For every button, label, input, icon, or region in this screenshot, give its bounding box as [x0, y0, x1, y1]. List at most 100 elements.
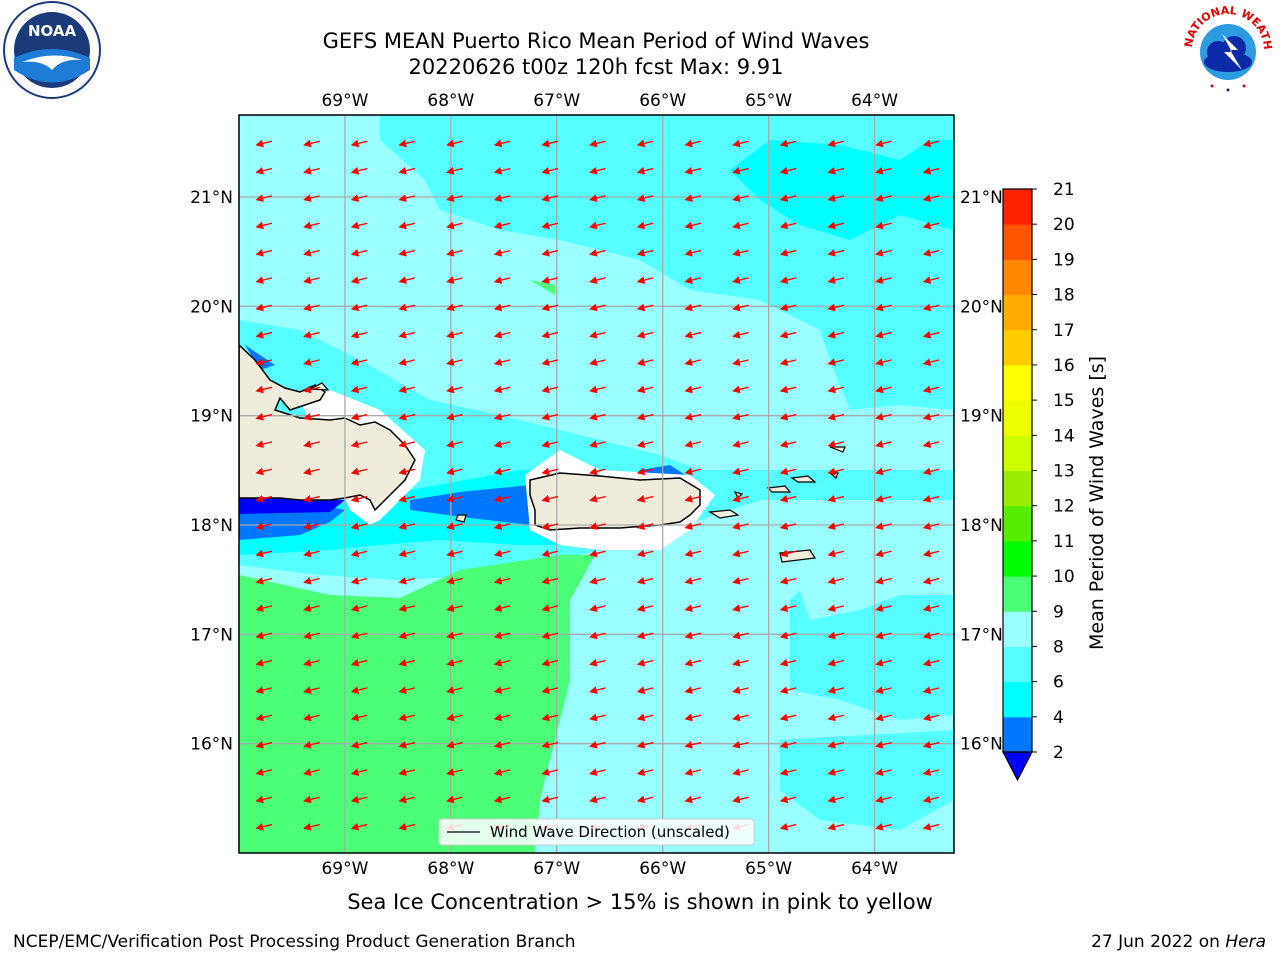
wave-direction-arrow [779, 276, 797, 284]
wave-direction-arrow [398, 440, 416, 448]
wave-direction-arrow [922, 604, 940, 612]
wave-direction-arrow [636, 795, 654, 804]
wave-direction-arrow [636, 604, 654, 612]
wave-direction-arrow [493, 194, 511, 202]
wave-direction-arrow [732, 549, 749, 558]
colorbar-tick-label: 14 [1053, 426, 1075, 446]
wave-direction-arrow [589, 494, 606, 503]
lon-tick-label-top: 69°W [321, 91, 368, 111]
wave-direction-arrow [255, 467, 273, 476]
wave-direction-arrow [827, 686, 845, 694]
wave-direction-arrow [732, 330, 749, 339]
lat-tick-label-right: 21°N [960, 188, 1003, 208]
wave-direction-arrow [636, 194, 654, 202]
wave-direction-arrow [827, 549, 845, 558]
wave-direction-arrow [255, 522, 273, 530]
footer-date: 27 Jun 2022 on Hera [1091, 932, 1266, 952]
wave-direction-arrow [589, 658, 606, 667]
wave-direction-arrow [922, 658, 940, 667]
wave-direction-arrow [350, 194, 368, 202]
wave-direction-arrow [875, 822, 892, 831]
wave-direction-arrow [684, 358, 702, 366]
wave-direction-arrow [779, 795, 797, 804]
wave-direction-arrow [589, 549, 606, 558]
wave-direction-arrow [636, 549, 654, 558]
wave-direction-arrow [636, 740, 654, 749]
wave-direction-arrow [875, 768, 892, 776]
wave-direction-arrow [493, 522, 511, 530]
wave-direction-arrow [589, 467, 606, 476]
wave-direction-arrow [541, 276, 559, 284]
wave-direction-arrow [684, 494, 702, 503]
wave-direction-arrow [779, 440, 797, 448]
wave-direction-arrow [398, 631, 416, 640]
wave-direction-arrow [827, 385, 845, 394]
wave-direction-arrow [684, 467, 702, 476]
wave-direction-arrow [684, 412, 702, 421]
wave-direction-arrow [398, 276, 416, 284]
wave-direction-arrow [350, 522, 368, 530]
wave-direction-arrow [922, 358, 940, 366]
wave-direction-arrow [398, 549, 416, 558]
wave-direction-arrow [303, 139, 320, 148]
wave-direction-arrow [541, 686, 559, 694]
wave-direction-arrow [255, 440, 273, 448]
wave-direction-arrow [303, 576, 320, 585]
colorbar-tick-label: 19 [1053, 250, 1075, 270]
wave-direction-arrow [541, 713, 559, 722]
sea-ice-note: Sea Ice Concentration > 15% is shown in … [347, 890, 933, 914]
wave-direction-arrow [255, 248, 273, 257]
wave-direction-arrow [493, 686, 511, 694]
lat-tick-label-left: 19°N [190, 407, 233, 427]
wave-direction-arrow [922, 768, 940, 776]
wave-direction-arrow [827, 604, 845, 612]
wave-direction-arrow [922, 166, 940, 175]
colorbar-swatch [1003, 576, 1032, 612]
puerto-rico-land [529, 472, 701, 531]
wave-direction-arrow [875, 440, 892, 448]
wave-direction-arrow [732, 768, 749, 776]
noaa-logo-icon: NOAA [2, 0, 102, 100]
wave-direction-arrow [732, 221, 749, 230]
wave-direction-arrow [350, 248, 368, 257]
wave-direction-arrow [779, 221, 797, 230]
wave-direction-arrow [493, 740, 511, 749]
wave-direction-arrow [493, 795, 511, 804]
wave-direction-arrow [398, 494, 416, 503]
wave-direction-arrow [350, 440, 368, 448]
wave-direction-arrow [779, 631, 797, 640]
wave-direction-arrow [922, 795, 940, 804]
wave-direction-arrow [922, 303, 940, 312]
wave-direction-arrow [446, 248, 463, 257]
wave-direction-arrow [922, 713, 940, 722]
wave-direction-arrow [779, 494, 797, 503]
wave-direction-arrow [303, 385, 320, 394]
wave-direction-arrow [684, 740, 702, 749]
wave-direction-arrow [398, 248, 416, 257]
wave-direction-arrow [493, 412, 511, 421]
wave-direction-arrow [350, 658, 368, 667]
wave-direction-arrow [589, 166, 606, 175]
wave-direction-arrow [636, 330, 654, 339]
wave-direction-arrow [398, 330, 416, 339]
wave-direction-arrow [827, 358, 845, 366]
wave-direction-arrow [589, 221, 606, 230]
colorbar-swatch [1003, 716, 1032, 753]
wave-direction-arrow [827, 631, 845, 640]
wave-direction-arrow [255, 221, 273, 230]
wave-direction-arrow [636, 412, 654, 421]
wave-direction-arrow [875, 494, 892, 503]
wave-direction-arrow [493, 768, 511, 776]
wave-direction-arrow [446, 358, 463, 366]
colorbar-swatch [1003, 646, 1032, 683]
wave-direction-arrow [255, 276, 273, 284]
lon-tick-label-top: 67°W [533, 91, 580, 111]
wave-direction-arrow [636, 522, 654, 530]
lon-tick-label-bottom: 69°W [321, 859, 368, 879]
wave-direction-arrow [446, 494, 463, 503]
wave-direction-arrow [684, 713, 702, 722]
wave-direction-arrow [732, 303, 749, 312]
wave-direction-arrow [446, 768, 463, 776]
wave-direction-arrow [541, 795, 559, 804]
wave-direction-arrow [875, 248, 892, 257]
